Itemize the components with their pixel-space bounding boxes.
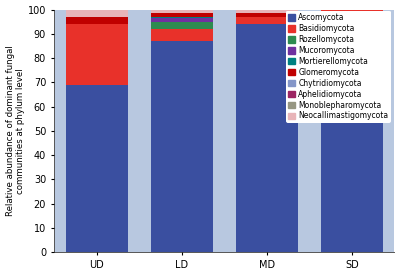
Bar xyxy=(151,29,212,41)
Legend: Ascomycota, Basidiomycota, Rozellomycota, Mucoromycota, Mortierellomycota, Glome: Ascomycota, Basidiomycota, Rozellomycota… xyxy=(286,11,391,123)
Bar xyxy=(66,10,128,17)
Bar xyxy=(236,17,298,24)
Bar xyxy=(151,10,212,13)
Bar xyxy=(151,22,212,29)
Bar xyxy=(321,10,382,12)
Bar xyxy=(151,13,212,17)
Bar xyxy=(66,24,128,85)
Bar xyxy=(236,13,298,17)
Bar xyxy=(236,24,298,252)
Bar xyxy=(151,17,212,18)
Bar xyxy=(321,12,382,252)
Bar xyxy=(151,41,212,252)
Bar xyxy=(66,17,128,24)
Bar xyxy=(66,85,128,252)
Bar xyxy=(151,18,212,22)
Y-axis label: Relative abundance of dominant fungal
communities at phylum level: Relative abundance of dominant fungal co… xyxy=(6,46,25,216)
Bar xyxy=(236,10,298,13)
